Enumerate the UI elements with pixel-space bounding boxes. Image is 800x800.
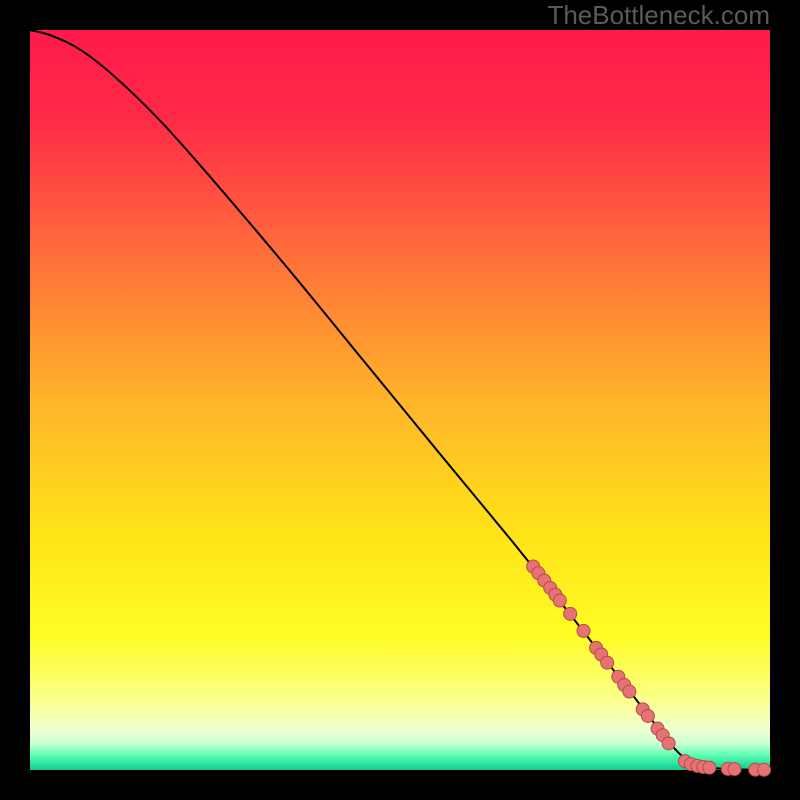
data-marker <box>662 737 675 750</box>
data-marker <box>553 594 566 607</box>
chart-gradient-bg <box>30 30 770 770</box>
data-marker <box>641 709 654 722</box>
data-marker <box>601 656 614 669</box>
data-marker <box>758 763 771 776</box>
data-marker <box>577 624 590 637</box>
bottleneck-chart-svg <box>0 0 800 800</box>
data-marker <box>564 607 577 620</box>
chart-container: TheBottleneck.com <box>0 0 800 800</box>
data-marker <box>623 685 636 698</box>
data-marker <box>703 761 716 774</box>
data-marker <box>728 763 741 776</box>
watermark-text: TheBottleneck.com <box>547 0 770 31</box>
